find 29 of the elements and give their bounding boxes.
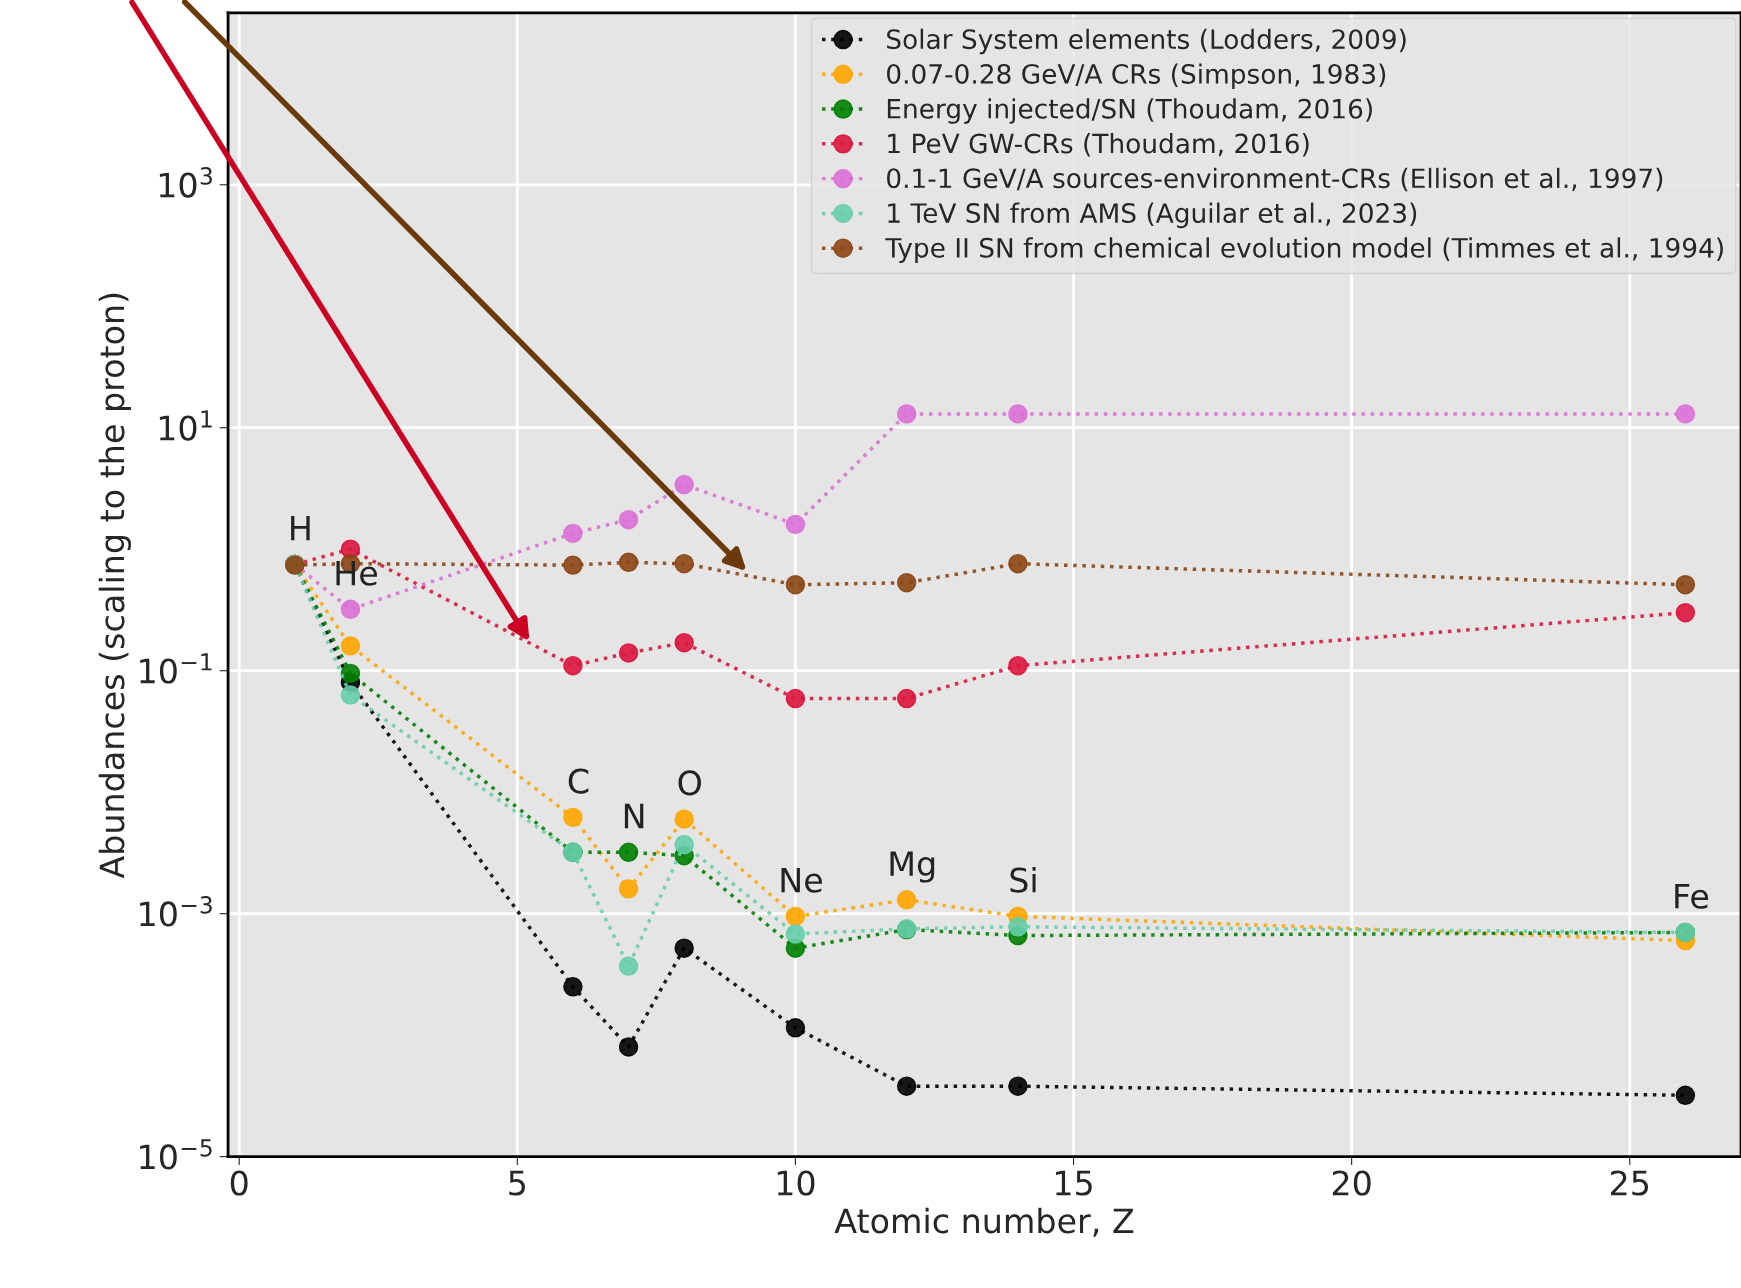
legend-label: 1 TeV SN from AMS (Aguilar et al., 2023) bbox=[888, 202, 1417, 229]
y-tick-label: 10$^{−5}$ bbox=[140, 1139, 212, 1170]
annotation: O bbox=[678, 770, 701, 796]
annotation: He bbox=[336, 560, 378, 586]
x-tick-label: 15 bbox=[1055, 1170, 1092, 1196]
legend-label: 0.07-0.28 GeV/A CRs (Simpson, 1983) bbox=[887, 63, 1386, 90]
y-tick-label: 10$^{3}$ bbox=[159, 167, 212, 198]
x-tick-label: 25 bbox=[1610, 1170, 1649, 1196]
legend-label: Energy injected/SN (Thoudam, 2016) bbox=[887, 98, 1372, 124]
annotation: Ne bbox=[781, 867, 822, 893]
x-tick-label: 5 bbox=[509, 1170, 525, 1196]
y-axis-title: Abundances (scaling to the proton) bbox=[98, 293, 131, 879]
annotation: Fe bbox=[1675, 884, 1709, 909]
x-tick-label: 10 bbox=[777, 1170, 815, 1196]
y-tick-label: 10$^{−1}$ bbox=[140, 653, 212, 684]
y-tick-label: 10$^{1}$ bbox=[159, 410, 212, 441]
legend-label: Solar System elements (Lodders, 2009) bbox=[887, 28, 1406, 55]
x-tick-label: 0 bbox=[230, 1170, 248, 1196]
annotation: Mg bbox=[890, 851, 935, 883]
legend-label: 0.1-1 GeV/A sources-environment-CRs (Ellison et al., 1997) bbox=[887, 167, 1663, 192]
annotation: N bbox=[624, 803, 644, 829]
y-tick-label: 10$^{−3}$ bbox=[140, 895, 212, 927]
annotation: H bbox=[291, 515, 310, 541]
annotation: C bbox=[568, 768, 589, 794]
x-axis-title: Atomic number, Z bbox=[834, 1207, 1134, 1237]
legend-label: 1 PeV GW-CRs (Thoudam, 2016) bbox=[888, 133, 1309, 157]
legend-label: Type II SN from chemical evolution model (Timmes et al., 1994) bbox=[885, 237, 1723, 263]
x-tick-label: 20 bbox=[1332, 1170, 1371, 1196]
annotation: Si bbox=[1010, 866, 1036, 893]
